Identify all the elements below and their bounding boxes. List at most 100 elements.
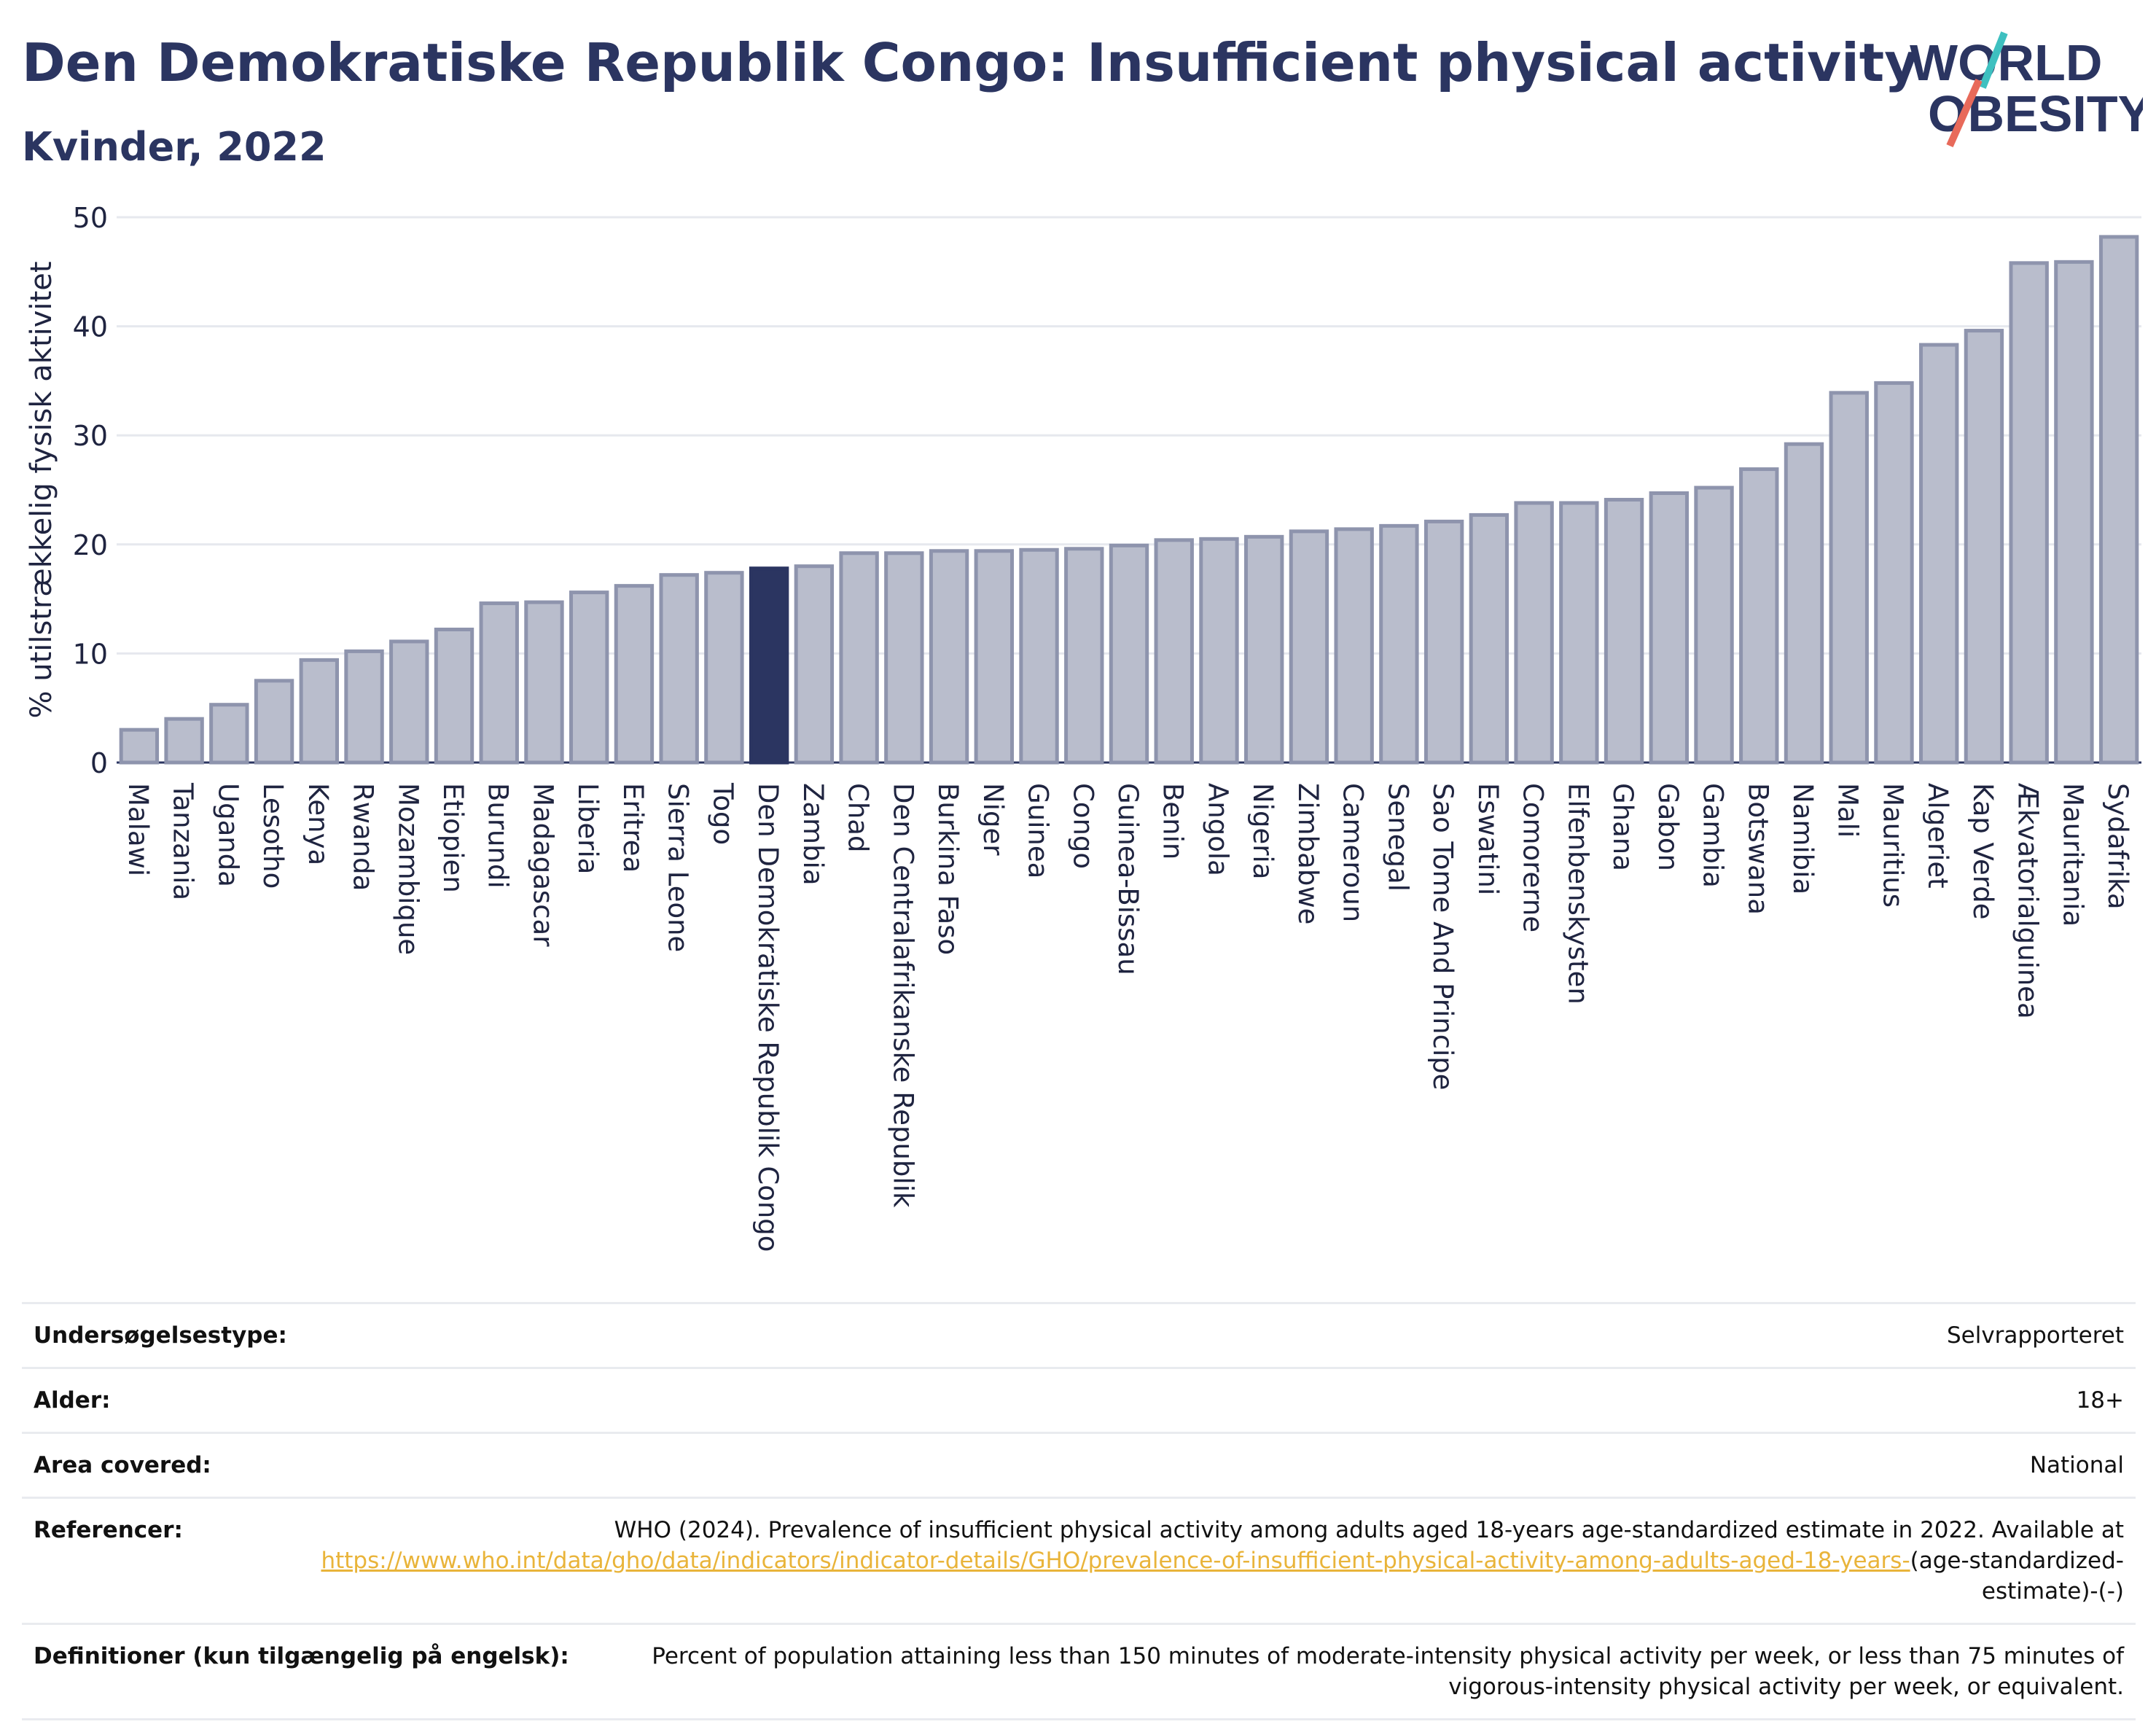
x-tick-label: Den Demokratiske Republik Congo <box>752 783 784 1252</box>
bar <box>164 717 204 765</box>
definitions-label: Definitioner (kun tilgængelig på engelsk… <box>34 1643 569 1669</box>
x-tick-label: Sierra Leone <box>663 783 694 952</box>
bar <box>704 571 744 765</box>
x-tick-label: Den Centralafrikanske Republik <box>887 783 918 1208</box>
x-tick-label: Kenya <box>302 783 334 865</box>
x-tick-label: Nigeria <box>1247 783 1278 879</box>
bar <box>1649 491 1689 765</box>
bar <box>389 639 429 765</box>
bar <box>659 573 699 765</box>
x-tick-label: Mozambique <box>392 783 423 955</box>
bar <box>1514 501 1554 765</box>
y-tick-label: 10 <box>73 638 108 670</box>
x-tick-label: Burkina Faso <box>932 783 964 955</box>
world-obesity-logo: WORLD OBESITY <box>1910 31 2143 148</box>
bar <box>974 549 1014 765</box>
bar <box>344 649 384 765</box>
x-tick-label: Eritrea <box>617 783 649 873</box>
x-tick-label: Guinea <box>1023 783 1054 878</box>
bar <box>1064 547 1104 765</box>
x-tick-label: Uganda <box>212 783 243 887</box>
x-tick-label: Mauritania <box>2057 783 2088 927</box>
x-tick-label: Zimbabwe <box>1292 783 1324 924</box>
bar <box>1244 534 1284 765</box>
bar <box>1964 329 2004 765</box>
x-tick-label: Ghana <box>1607 783 1639 871</box>
references-label: Referencer: <box>34 1517 183 1543</box>
page-title: Den Demokratiske Republik Congo: Insuffi… <box>22 32 1919 93</box>
y-axis-label: % utilstrækkelig fysisk aktivitet <box>25 261 58 718</box>
bar <box>2009 261 2049 765</box>
x-tick-label: Eswatini <box>1472 783 1504 895</box>
bar <box>1289 529 1329 765</box>
x-tick-label: Kap Verde <box>1967 783 1999 920</box>
x-tick-label: Madagascar <box>527 783 558 947</box>
reference-text: WHO (2024). Prevalence of insufficient p… <box>614 1517 2124 1543</box>
age-label: Alder: <box>34 1387 111 1414</box>
x-tick-label: Niger <box>977 783 1009 856</box>
info-row-references: Referencer: WHO (2024). Prevalence of in… <box>22 1497 2136 1623</box>
x-tick-label: Malawi <box>122 783 154 876</box>
page-subtitle: Kvinder, 2022 <box>22 124 327 170</box>
info-row-definitions: Definitioner (kun tilgængelig på engelsk… <box>22 1623 2136 1720</box>
x-tick-label: Guinea-Bissau <box>1112 783 1144 975</box>
bar <box>1604 497 1644 765</box>
bar <box>929 549 969 765</box>
bar <box>614 584 655 765</box>
x-tick-label: Comorerne <box>1518 783 1549 932</box>
bar <box>1694 486 1734 765</box>
bar <box>1919 343 1959 765</box>
bar <box>479 601 519 765</box>
bar-chart: 0 10 20 30 40 50 Malawi Tanzania Uganda Lesotho K… <box>25 202 2141 1252</box>
bar <box>2054 260 2094 765</box>
area-label: Area covered: <box>34 1452 211 1478</box>
logo-slash-red <box>1946 78 1983 148</box>
bar <box>1109 543 1149 765</box>
x-tick-label: Angola <box>1202 783 1233 876</box>
x-tick-label: Rwanda <box>348 783 379 891</box>
bar <box>749 566 789 765</box>
x-tick-label: Sydafrika <box>2102 783 2133 910</box>
logo-line1: WORLD <box>1910 34 2102 91</box>
reference-link[interactable]: https://www.who.int/data/gho/data/indica… <box>321 1548 1910 1574</box>
age-value: 18+ <box>2076 1387 2124 1414</box>
x-tick-label: Burundi <box>483 783 514 889</box>
x-tick-label: Ækvatorialguinea <box>2012 783 2044 1019</box>
info-row-age: Alder: 18+ <box>22 1367 2136 1432</box>
x-tick-label: Chad <box>843 783 874 852</box>
x-tick-label: Zambia <box>797 783 829 886</box>
bar <box>1559 501 1599 765</box>
x-tick-labels: Malawi Tanzania Uganda Lesotho Kenya Rwanda Mo… <box>122 782 2133 1252</box>
bars <box>119 235 2139 765</box>
bar <box>254 679 294 765</box>
y-tick-label: 20 <box>73 529 108 561</box>
info-table: Undersøgelsestype: Selvrapporteret Alder… <box>22 1302 2136 1720</box>
x-tick-label: Etiopien <box>437 783 469 893</box>
x-tick-label: Algeriet <box>1922 783 1953 889</box>
bar <box>2098 235 2139 765</box>
bar <box>434 627 474 765</box>
bar <box>794 564 835 765</box>
logo-slash-teal <box>1979 31 2008 89</box>
bar <box>299 658 339 765</box>
area-value: National <box>2029 1452 2124 1478</box>
x-tick-label: Mali <box>1832 783 1864 838</box>
bar <box>1739 467 1779 765</box>
x-tick-label: Liberia <box>572 783 604 874</box>
bar <box>1784 442 1824 765</box>
info-row-area: Area covered: National <box>22 1432 2136 1497</box>
y-tick-label: 30 <box>73 420 108 452</box>
x-tick-label: Botswana <box>1742 783 1773 915</box>
bar <box>884 551 924 765</box>
bar <box>209 703 249 765</box>
bar <box>1334 527 1374 765</box>
bar <box>524 600 564 765</box>
y-tick-label: 40 <box>73 311 108 343</box>
info-row-survey: Undersøgelsestype: Selvrapporteret <box>22 1302 2136 1367</box>
bar <box>839 551 879 765</box>
bar <box>1019 547 1059 765</box>
bar <box>1423 519 1464 765</box>
bar <box>569 590 609 765</box>
survey-value: Selvrapporteret <box>1946 1322 2124 1349</box>
x-tick-label: Cameroun <box>1337 783 1369 922</box>
